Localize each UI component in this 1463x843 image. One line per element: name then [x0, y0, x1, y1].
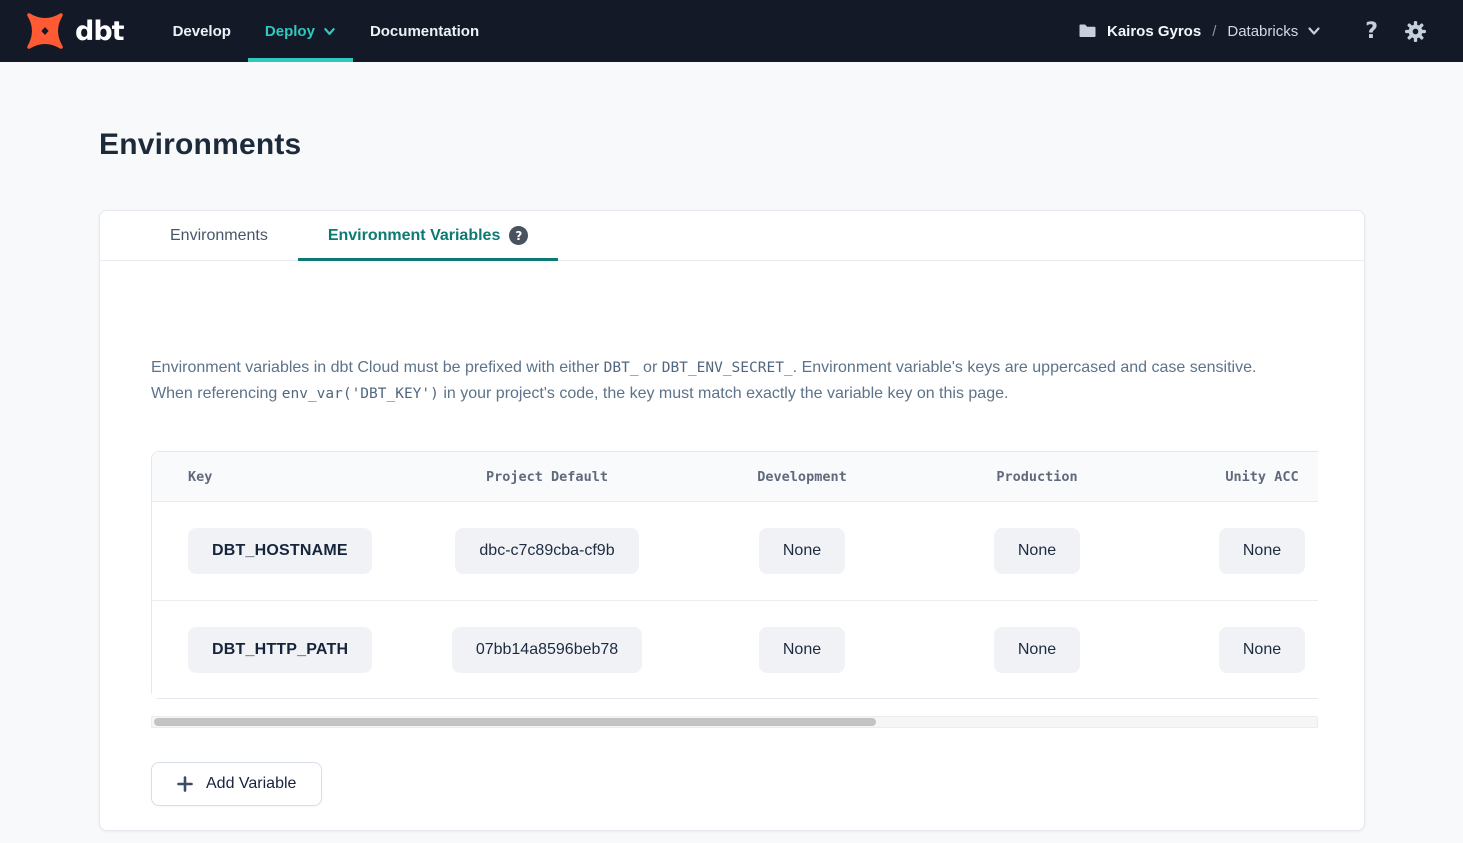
help-circle-icon[interactable]: ?	[509, 226, 529, 245]
primary-nav: Develop Deploy Documentation	[156, 0, 497, 62]
nav-item-deploy-label: Deploy	[264, 22, 315, 40]
column-header-key: Key	[188, 468, 213, 485]
table-header-row: Key Project Default Development Producti…	[152, 452, 1318, 502]
env-vars-table: Key Project Default Development Producti…	[151, 451, 1318, 699]
account-project-switcher[interactable]: Kairos Gyros / Databricks	[1078, 23, 1321, 40]
tab-environment-variables-label: Environment Variables	[327, 226, 501, 244]
env-var-production-value[interactable]: None	[993, 528, 1081, 574]
table-row: DBT_HTTP_PATH 07bb14a8596beb78 None None…	[152, 600, 1318, 698]
column-header-project-default: Project Default	[486, 468, 608, 485]
tab-environment-variables[interactable]: Environment Variables ?	[297, 211, 559, 261]
folder-icon	[1078, 23, 1097, 39]
column-header-production: Production	[996, 468, 1078, 485]
add-variable-label: Add Variable	[206, 775, 297, 792]
chevron-down-icon	[1307, 24, 1321, 38]
tab-bar: Environments Environment Variables ?	[100, 211, 1364, 261]
env-var-unity-acc-value[interactable]: None	[1218, 528, 1306, 574]
nav-item-deploy[interactable]: Deploy	[247, 0, 353, 62]
environments-card: Environments Environment Variables ? Env…	[99, 210, 1365, 831]
page-title: Environments	[99, 128, 302, 161]
env-var-production-value[interactable]: None	[993, 626, 1081, 673]
env-vars-description: Environment variables in dbt Cloud must …	[151, 355, 1316, 407]
plus-icon	[177, 776, 193, 792]
breadcrumb-separator: /	[1212, 22, 1217, 40]
nav-item-develop-label: Develop	[172, 22, 231, 40]
description-code-env-var: env_var('DBT_KEY')	[281, 386, 439, 402]
account-name: Kairos Gyros	[1106, 22, 1202, 40]
env-var-key[interactable]: DBT_HTTP_PATH	[188, 626, 373, 673]
gear-icon[interactable]	[1404, 20, 1427, 43]
horizontal-scrollbar-thumb[interactable]	[154, 718, 877, 726]
env-vars-table-viewport: Key Project Default Development Producti…	[151, 451, 1318, 699]
dbt-logo-icon	[24, 11, 66, 51]
description-code-dbt-prefix: DBT_	[603, 360, 639, 376]
description-code-secret-prefix: DBT_ENV_SECRET_	[661, 360, 793, 376]
project-name: Databricks	[1227, 22, 1299, 40]
env-var-development-value[interactable]: None	[758, 626, 846, 673]
description-text: or	[638, 359, 662, 376]
nav-item-develop[interactable]: Develop	[156, 0, 248, 62]
column-header-unity-acc: Unity ACC	[1225, 468, 1299, 485]
env-var-key[interactable]: DBT_HOSTNAME	[188, 528, 372, 574]
help-icon[interactable]: ?	[1365, 18, 1378, 44]
tab-environments-label: Environments	[170, 226, 268, 244]
page-content: Environments Environments Environment Va…	[0, 62, 1463, 843]
horizontal-scrollbar[interactable]	[151, 716, 1318, 728]
table-row: DBT_HOSTNAME dbc-c7c89cba-cf9b None None…	[152, 502, 1318, 600]
tab-environments[interactable]: Environments	[140, 211, 298, 260]
description-text: in your project's code, the key must mat…	[438, 385, 1009, 402]
dbt-logo[interactable]: dbt	[24, 0, 125, 62]
column-header-development: Development	[757, 468, 847, 485]
top-nav: dbt Develop Deploy Documentation	[0, 0, 1463, 62]
brand-wordmark: dbt	[75, 15, 125, 47]
add-variable-button[interactable]: Add Variable	[151, 762, 323, 806]
description-text: . Environment variable's keys are upperc…	[792, 359, 1257, 376]
description-text: Environment variables in dbt Cloud must …	[151, 359, 604, 376]
env-var-development-value[interactable]: None	[758, 528, 846, 574]
env-var-project-default[interactable]: dbc-c7c89cba-cf9b	[455, 528, 639, 574]
env-var-unity-acc-value[interactable]: None	[1218, 626, 1306, 673]
nav-item-documentation-label: Documentation	[369, 22, 480, 40]
nav-item-documentation[interactable]: Documentation	[353, 0, 496, 62]
env-var-project-default[interactable]: 07bb14a8596beb78	[451, 626, 643, 673]
chevron-down-icon	[323, 25, 336, 38]
description-text: When referencing	[151, 385, 282, 402]
